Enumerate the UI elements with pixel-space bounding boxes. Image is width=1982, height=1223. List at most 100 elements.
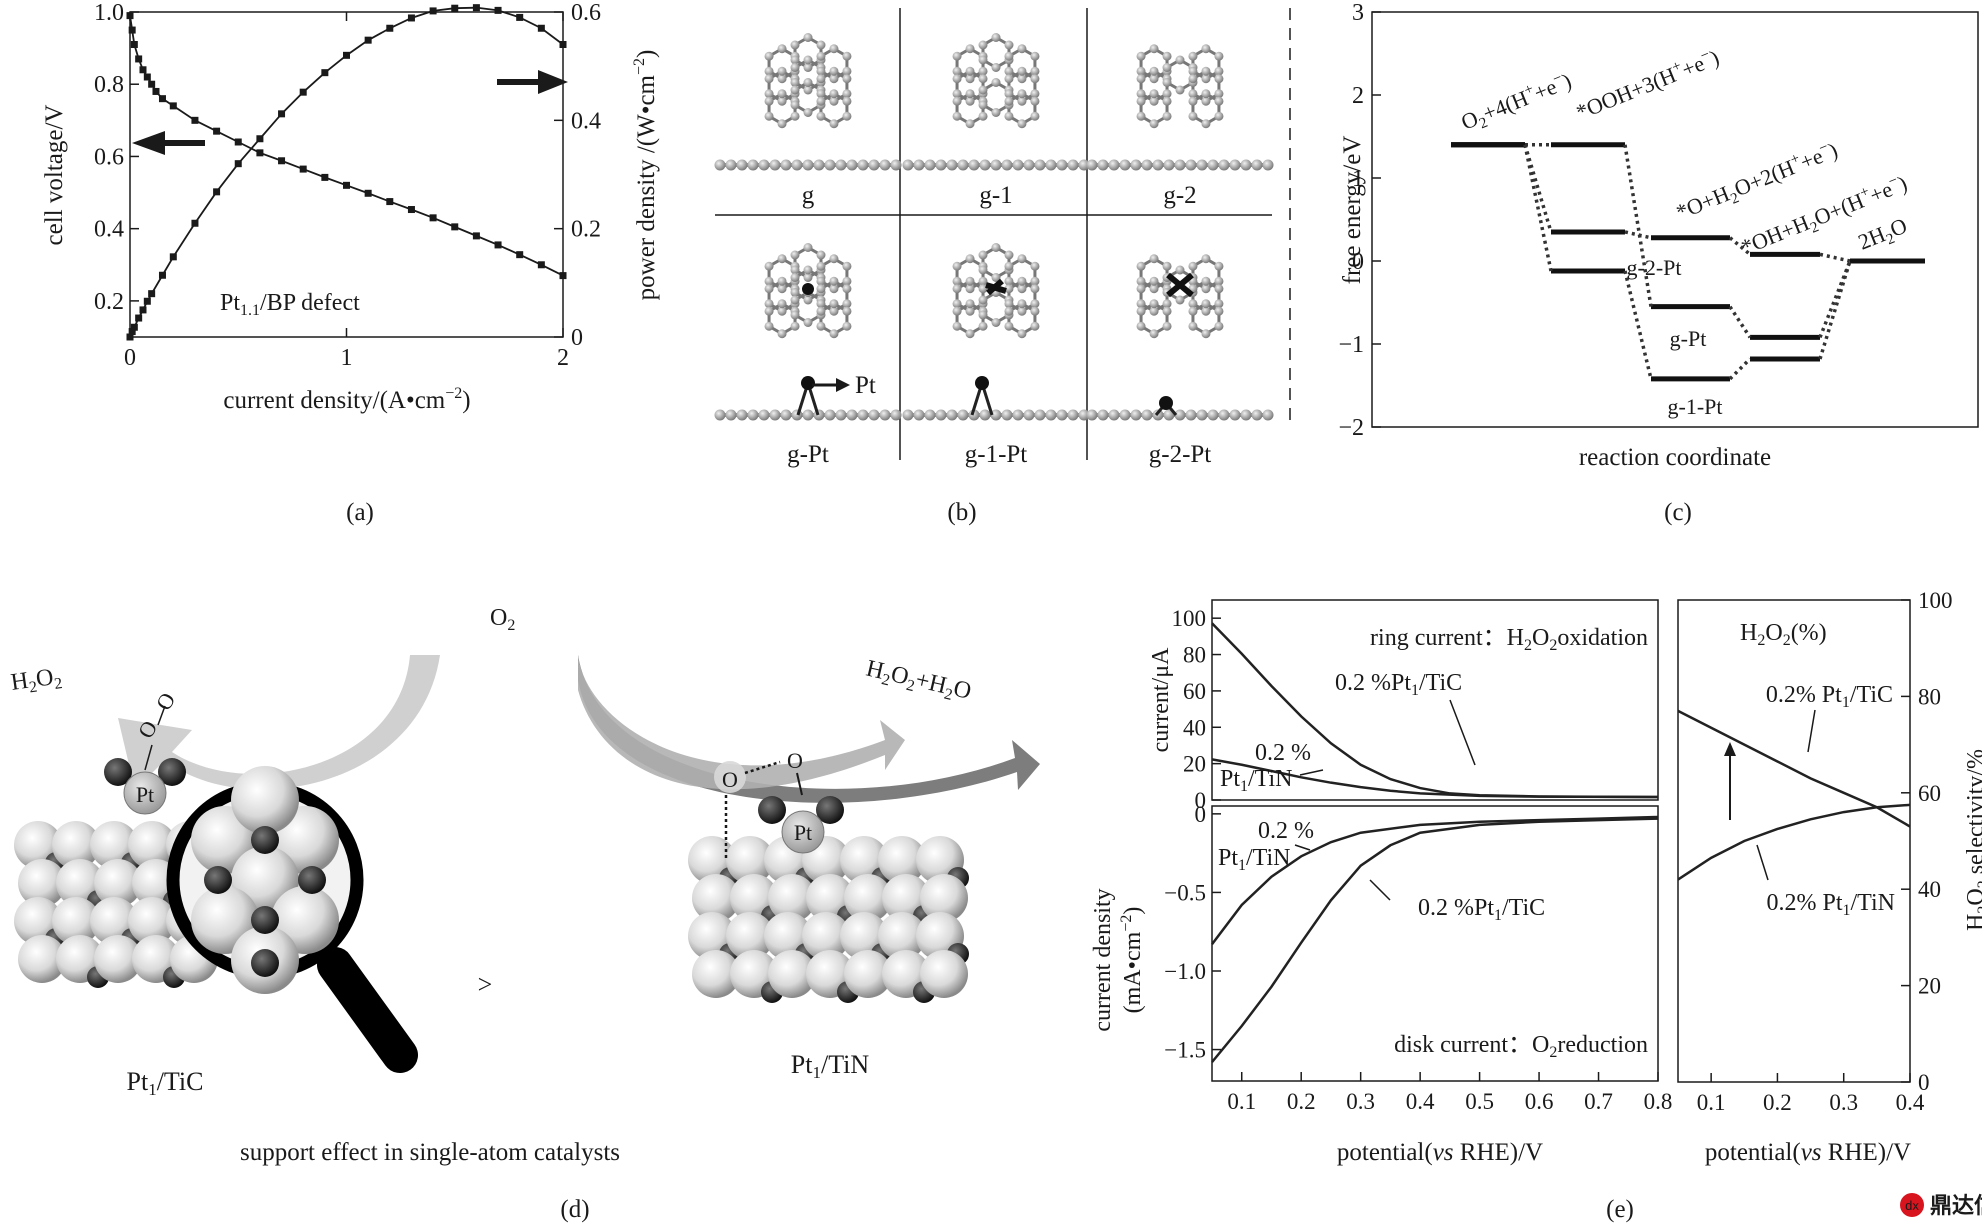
panel-e-caption: (e) xyxy=(1606,1196,1634,1223)
label-leader-line xyxy=(1807,709,1816,753)
power-point xyxy=(516,13,524,21)
y-tick-label: 20 xyxy=(1183,752,1206,777)
power-point xyxy=(126,333,134,341)
power-point xyxy=(321,69,329,77)
y-tick-label: 100 xyxy=(1172,606,1207,631)
energy-connector xyxy=(1523,144,1553,272)
panel-a-frame xyxy=(129,11,564,338)
support-atom xyxy=(726,912,774,960)
energy-connector xyxy=(1623,270,1653,380)
structure-label-g-1: g-1 xyxy=(979,182,1012,209)
voltage-point xyxy=(451,223,459,231)
panel-a-series xyxy=(126,4,567,341)
y-tick-label: −1.5 xyxy=(1164,1038,1206,1063)
graphene-structure xyxy=(714,33,902,171)
panel-b-caption: (b) xyxy=(947,499,976,526)
power-point xyxy=(130,323,138,331)
support-atom xyxy=(726,836,774,884)
y-tick-label: −0.5 xyxy=(1164,880,1206,905)
panel-a-y-label: cell voltage/V xyxy=(41,105,68,246)
power-point xyxy=(343,51,350,59)
voltage-point xyxy=(158,95,166,103)
voltage-point xyxy=(537,261,545,269)
y-tick-label: −1 xyxy=(1338,332,1364,358)
y-tick-label: 40 xyxy=(1183,715,1206,740)
pt-atom-left-label: Pt xyxy=(136,782,154,807)
voltage-point xyxy=(191,116,199,124)
voltage-series-line xyxy=(129,15,564,277)
power-point xyxy=(407,14,415,22)
y-tick-label: 1 xyxy=(1352,166,1364,192)
panel-c-x-label: reaction coordinate xyxy=(1579,444,1771,471)
carbon-atom xyxy=(251,949,279,977)
panel-a-y2-label: power density /(W•cm−2) xyxy=(631,50,660,301)
support-atom xyxy=(768,874,816,922)
left-reaction-arc xyxy=(118,655,440,790)
voltage-point xyxy=(516,251,524,259)
voltage-point xyxy=(234,138,242,146)
panel-c-caption: (c) xyxy=(1664,499,1692,526)
x-tick-label: 0.4 xyxy=(1406,1089,1435,1114)
y-tick-label: 60 xyxy=(1183,679,1206,704)
energy-connector xyxy=(1728,236,1752,256)
magnifier-icon xyxy=(166,766,418,1073)
power-point xyxy=(234,160,242,168)
y-tick-label: 60 xyxy=(1918,781,1941,806)
selectivity-line xyxy=(1677,803,1911,881)
h2o2-h2o-label: H2O2+H2O xyxy=(863,656,974,708)
y-tick-label: 1.0 xyxy=(94,0,124,26)
support-atom xyxy=(18,935,66,983)
panel-c-levels xyxy=(1451,142,1925,382)
comparison-sign: > xyxy=(478,970,493,999)
series-label-g-2-pt: g-2-Pt xyxy=(1627,255,1682,280)
voltage-point xyxy=(128,26,136,34)
panel-b-structures xyxy=(714,33,1274,421)
carbon-atom xyxy=(298,866,326,894)
power-point xyxy=(559,41,567,48)
y-tick-label: 3 xyxy=(1352,0,1364,26)
x-tick-label: 0 xyxy=(124,345,136,371)
tic-label: Pt1/TiC xyxy=(127,1067,204,1099)
voltage-point xyxy=(429,214,437,222)
voltage-point xyxy=(278,157,286,165)
energy-connector xyxy=(1624,230,1652,240)
voltage-point xyxy=(152,87,160,95)
ring-label-tic: 0.2 %Pt1/TiC xyxy=(1335,670,1462,699)
power-point xyxy=(386,24,394,32)
disk-current-line xyxy=(1211,817,1659,1063)
neighbor-atom-right-1 xyxy=(758,796,786,824)
x-tick-label: 0.2 xyxy=(1287,1089,1316,1114)
power-point xyxy=(278,110,286,118)
power-point xyxy=(158,271,166,279)
h2o2-label: H2O2 xyxy=(9,663,63,699)
support-atom xyxy=(231,766,299,834)
disk-x-label: potential(vs RHE)/V xyxy=(1337,1139,1543,1166)
y-tick-label: −1.0 xyxy=(1164,959,1206,984)
support-atom xyxy=(768,950,816,998)
voltage-point xyxy=(559,272,567,280)
power-point xyxy=(256,135,264,143)
panel-d-title: support effect in single-atom catalysts xyxy=(240,1139,620,1166)
support-atom xyxy=(692,874,740,922)
y-tick-label: 40 xyxy=(1918,877,1941,902)
left-axis-arrow-head xyxy=(132,131,165,155)
carbon-atom xyxy=(251,906,279,934)
energy-connector xyxy=(1728,305,1752,339)
pt-pointer-label: Pt xyxy=(855,372,876,399)
panel-d-caption: (d) xyxy=(560,1196,589,1223)
power-point xyxy=(429,7,437,15)
x-tick-label: 0.3 xyxy=(1346,1089,1375,1114)
y-tick-label: 0.8 xyxy=(94,72,124,98)
graphene-structure xyxy=(714,243,902,421)
x-tick-label: 0.6 xyxy=(1525,1089,1554,1114)
voltage-point xyxy=(299,165,307,173)
support-atom xyxy=(94,859,142,907)
o-pt-bond-left xyxy=(144,744,153,771)
voltage-point xyxy=(494,241,502,249)
series-label-g-1-pt: g-1-Pt xyxy=(1668,394,1723,419)
voltage-point xyxy=(472,232,480,240)
voltage-point xyxy=(139,66,147,74)
disk-y-label-2: (mA•cm−2) xyxy=(1118,907,1146,1014)
panel-a: 0 1 2 0.2 0.4 0.6 0.8 1.0 0 0.2 0.4 0.6 Pt1.1/BP de… xyxy=(41,0,660,526)
energy-connector xyxy=(1818,260,1852,360)
